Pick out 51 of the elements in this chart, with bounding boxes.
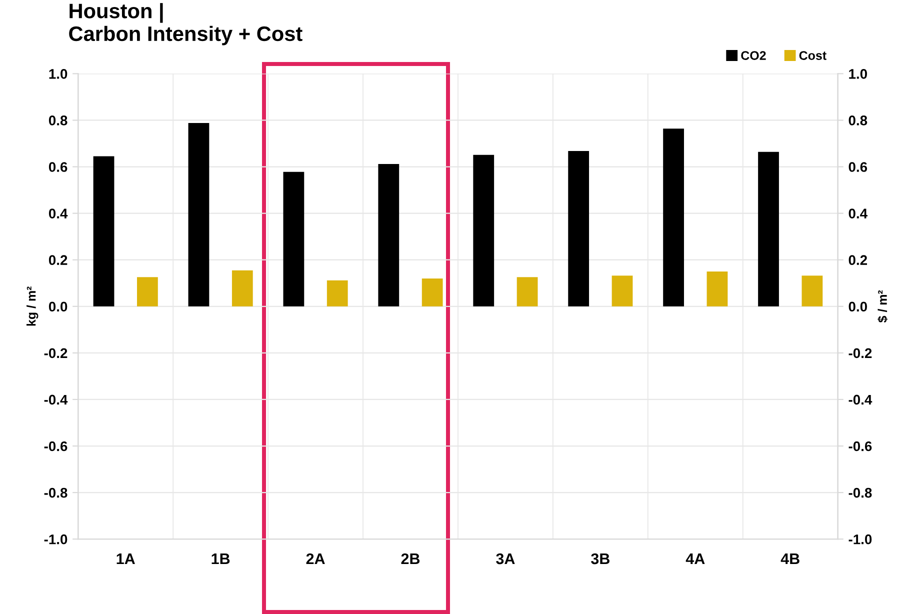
bar <box>188 123 210 306</box>
y-tick-label: 0.2 <box>48 255 68 266</box>
bar <box>802 276 823 306</box>
y-axis-title: kg / m² <box>26 286 38 326</box>
x-tick-label: 2B <box>401 553 420 564</box>
bar <box>378 164 400 306</box>
bar <box>326 280 348 306</box>
bar <box>663 128 684 306</box>
bar <box>516 277 538 306</box>
x-tick-label: 4B <box>780 554 800 564</box>
bar <box>93 156 114 306</box>
y2-tick-label: -0.4 <box>848 394 872 405</box>
bar <box>137 277 158 306</box>
x-tick-label: 4A <box>686 554 705 564</box>
y2-tick-label: 0.2 <box>848 255 867 266</box>
bar <box>283 172 304 306</box>
y-tick-label: 1.0 <box>49 69 68 79</box>
bar <box>422 278 443 306</box>
y-tick-label: -0.6 <box>44 441 68 452</box>
x-tick-label: 1B <box>212 554 230 564</box>
y-tick-label: 0.4 <box>48 208 68 218</box>
y-tick-label: 0.0 <box>48 302 68 312</box>
y2-tick-label: -0.8 <box>848 488 872 498</box>
bar <box>706 271 728 306</box>
y-tick-label: 0.6 <box>48 162 68 172</box>
bar <box>568 150 590 306</box>
y-tick-label: 0.8 <box>48 116 68 126</box>
legend-label: Cost <box>799 51 826 60</box>
y2-tick-label: -0.6 <box>848 441 872 452</box>
x-tick-label: 3B <box>591 553 610 564</box>
x-tick-label: 2A <box>306 553 325 564</box>
chart-title: Houston | Carbon Intensity + Cost <box>69 3 302 46</box>
x-tick-label: 1A <box>116 554 135 564</box>
y2-tick-label: 0.0 <box>848 302 867 312</box>
y-tick-label: -1.0 <box>44 534 68 544</box>
x-tick-label: 3A <box>496 553 515 564</box>
bar <box>612 276 633 306</box>
y2-tick-label: 0.4 <box>848 208 868 218</box>
y-tick-label: -0.8 <box>44 488 68 498</box>
legend-label: CO2 <box>741 51 766 60</box>
y-tick-label: -0.2 <box>44 348 68 358</box>
y2-tick-label: 0.8 <box>848 116 868 126</box>
y2-tick-label: -1.0 <box>848 534 872 544</box>
bar <box>758 152 779 306</box>
y2-tick-label: 1.0 <box>849 69 867 79</box>
bar <box>473 154 494 306</box>
y2-tick-label: -0.2 <box>848 348 872 358</box>
y-tick-label: -0.4 <box>44 394 68 405</box>
bar <box>232 270 253 306</box>
y2-axis-title: $ / m² <box>878 290 888 323</box>
y2-tick-label: 0.6 <box>848 162 868 172</box>
